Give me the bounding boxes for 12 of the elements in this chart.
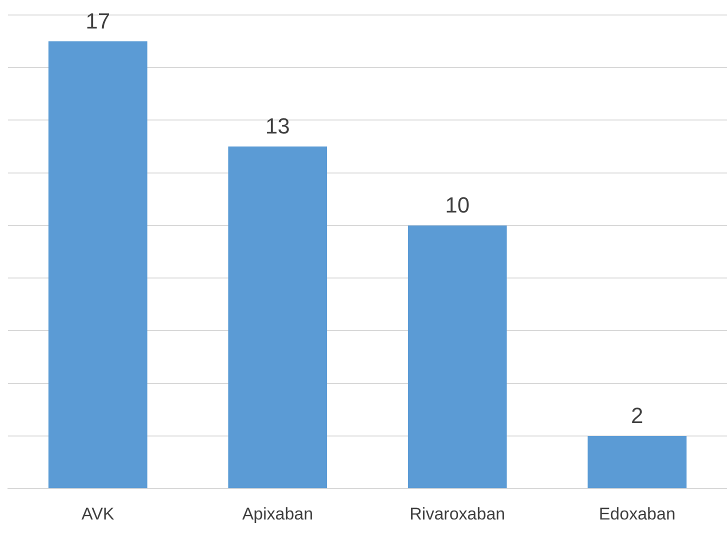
data-label: 13 [265, 114, 290, 139]
bar [228, 146, 328, 488]
bar [408, 225, 507, 488]
data-label: 2 [631, 403, 644, 428]
x-tick-label: Rivaroxaban [410, 504, 506, 524]
data-label: 10 [445, 192, 470, 218]
x-tick-label: Apixaban [242, 504, 314, 524]
data-label: 17 [86, 8, 110, 34]
bar [588, 436, 687, 488]
bar [48, 41, 148, 488]
x-tick-label: AVK [81, 504, 115, 524]
x-tick-label: Edoxaban [598, 504, 676, 524]
